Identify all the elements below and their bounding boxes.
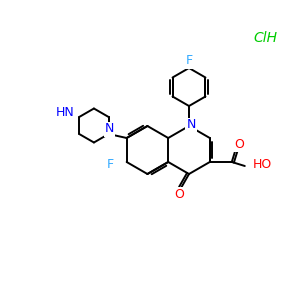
Text: N: N — [105, 122, 114, 136]
Text: O: O — [174, 188, 184, 200]
Text: HN: HN — [56, 106, 74, 119]
Text: F: F — [107, 158, 114, 170]
Text: O: O — [234, 137, 244, 151]
Text: F: F — [185, 55, 193, 68]
Text: HO: HO — [253, 158, 272, 172]
Text: N: N — [186, 118, 196, 131]
Text: ClH: ClH — [253, 31, 277, 45]
